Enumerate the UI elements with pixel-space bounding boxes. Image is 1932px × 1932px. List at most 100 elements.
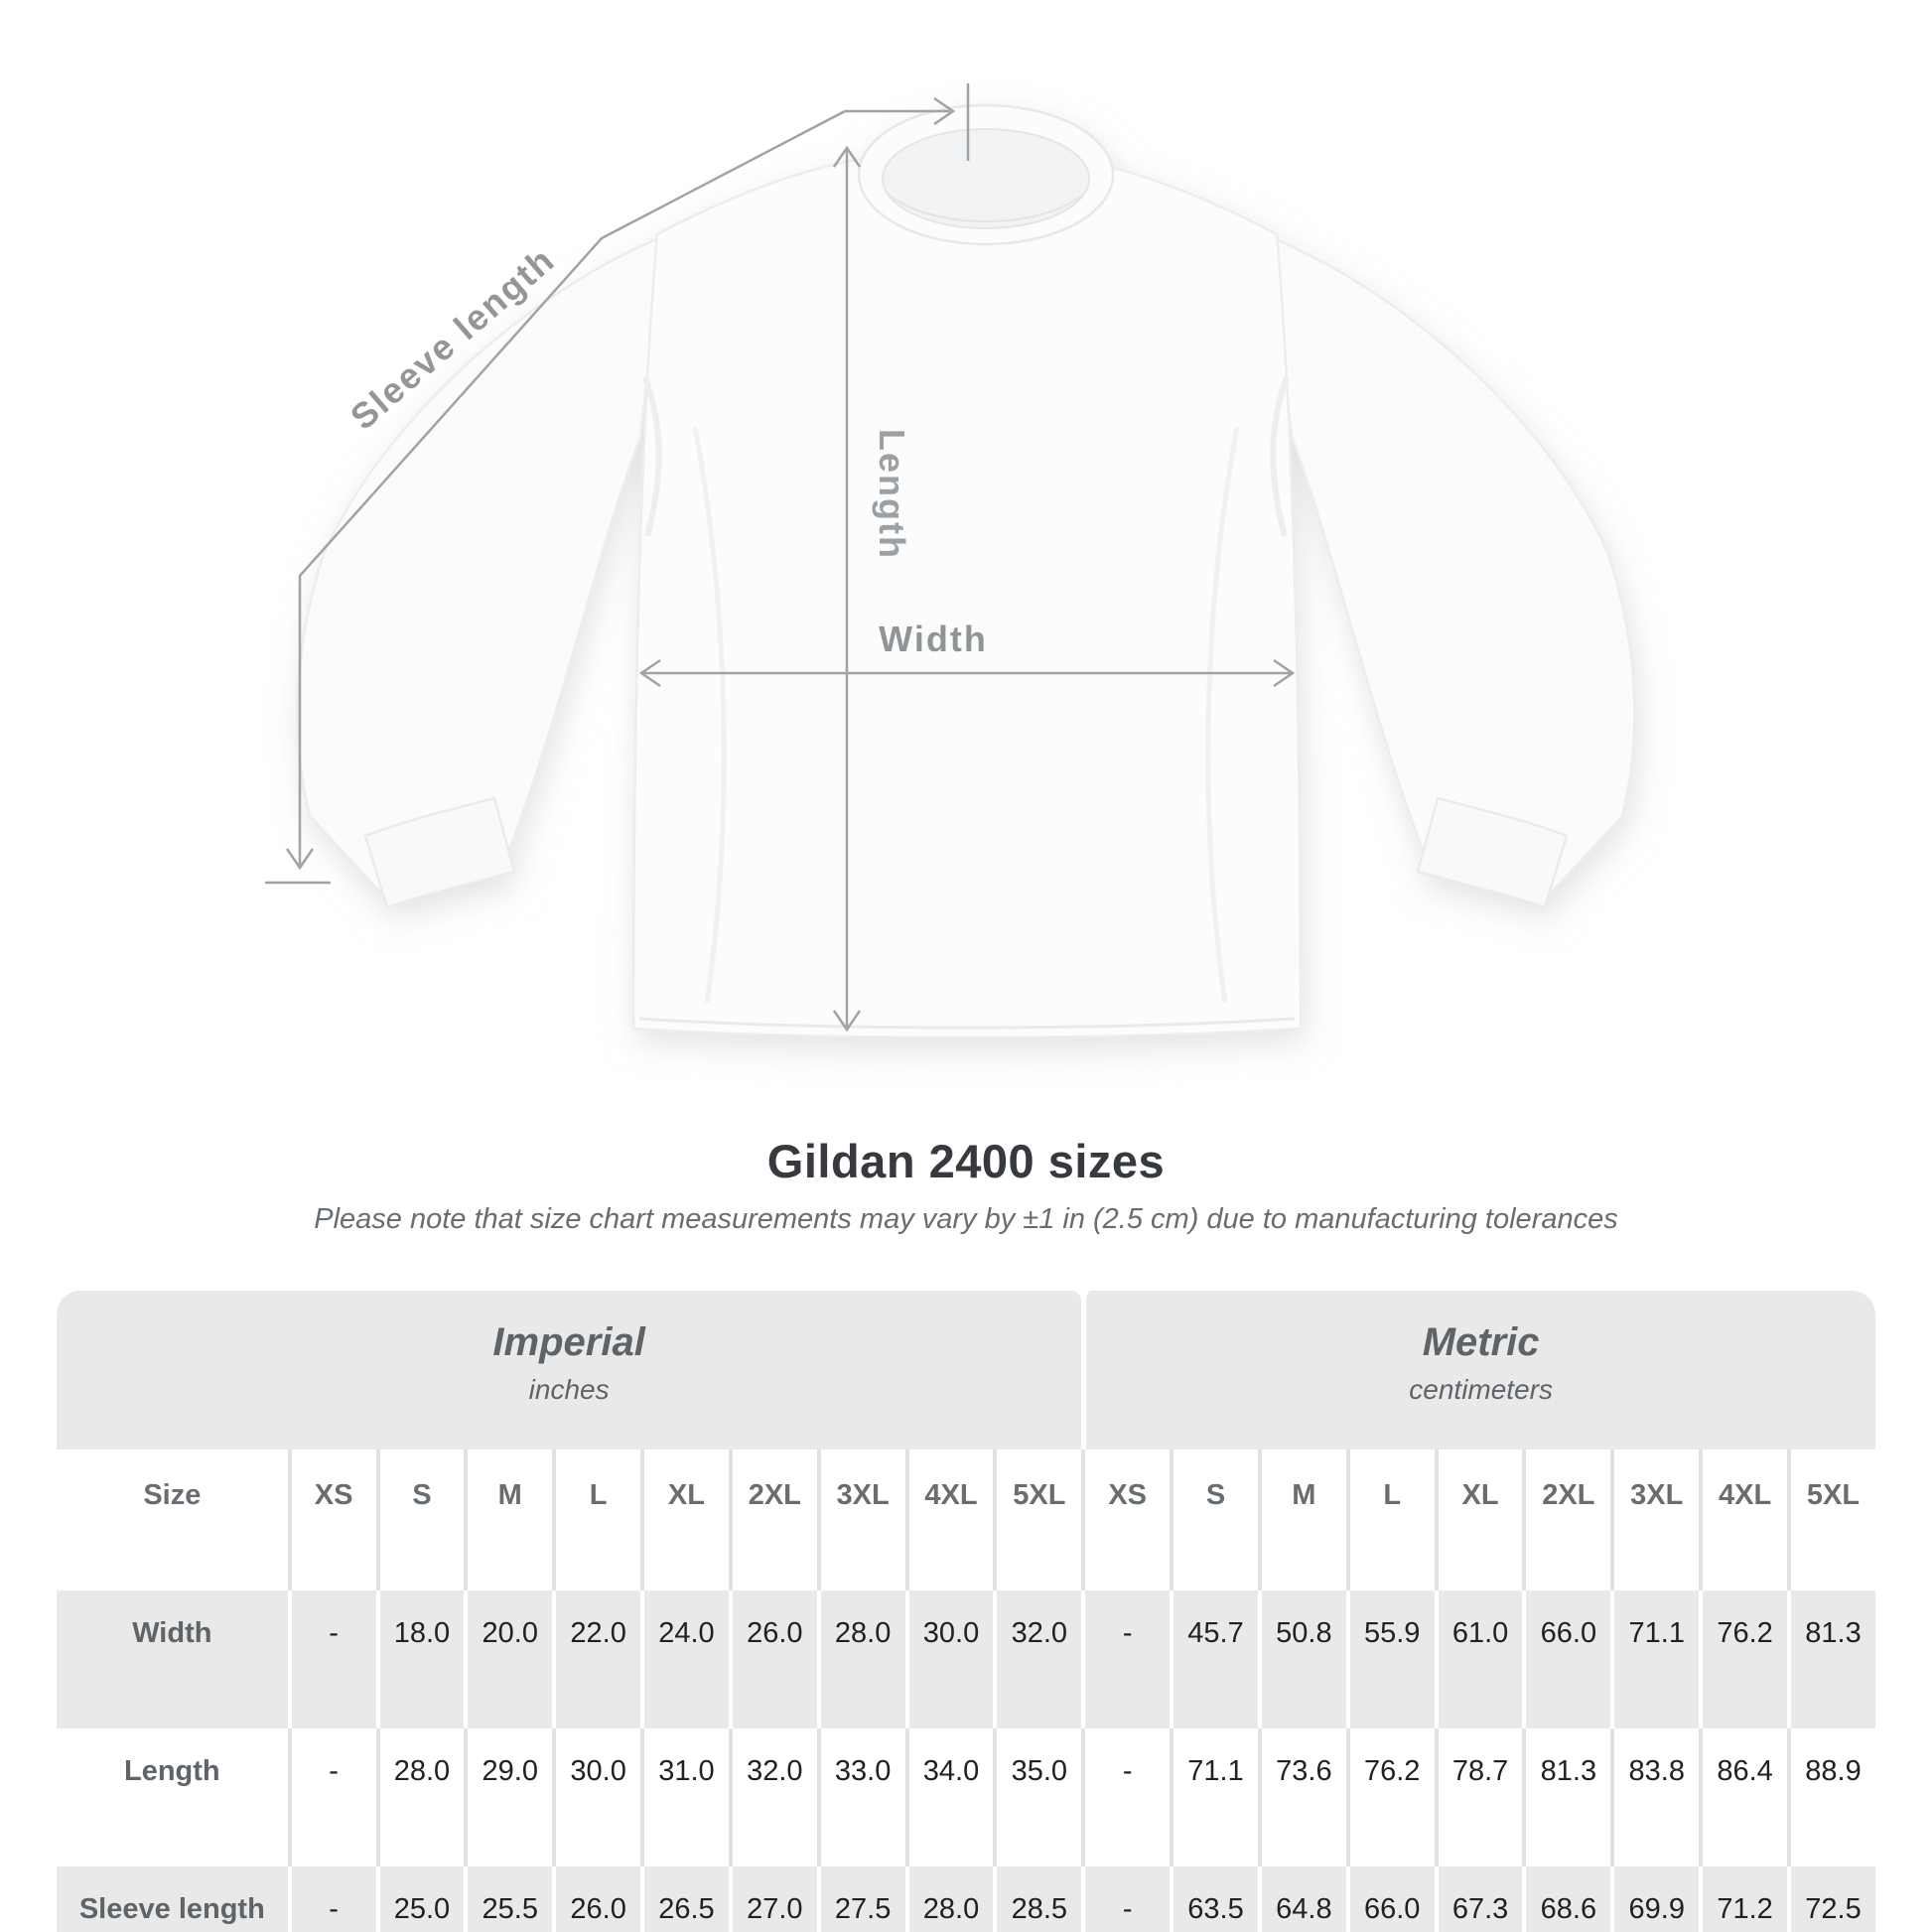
metric-group-header: Metric centimeters bbox=[1081, 1291, 1875, 1449]
size-col-header: 3XL bbox=[1610, 1449, 1700, 1590]
measurement-cell: 27.0 bbox=[728, 1866, 817, 1932]
measurement-cell: 25.0 bbox=[375, 1866, 465, 1932]
measurement-cell: 25.5 bbox=[464, 1866, 553, 1932]
fabric-crease bbox=[1205, 426, 1240, 1004]
measurement-cell: 27.5 bbox=[816, 1866, 905, 1932]
measurement-cell: - bbox=[1081, 1728, 1171, 1866]
collar-seam bbox=[888, 194, 1084, 222]
imperial-group-unit: inches bbox=[528, 1374, 610, 1405]
row-header: Length bbox=[57, 1728, 288, 1866]
armpit-shadow bbox=[642, 375, 662, 537]
measurement-cell: - bbox=[287, 1866, 376, 1932]
size-col-header: M bbox=[464, 1449, 553, 1590]
measurement-cell: 32.0 bbox=[993, 1590, 1082, 1728]
measurement-cell: 29.0 bbox=[464, 1728, 553, 1866]
shirt-measurement-diagram: Sleeve length Length Width bbox=[265, 83, 1636, 1039]
shirt-graphic bbox=[296, 103, 1636, 1039]
measurement-cell: - bbox=[1081, 1866, 1171, 1932]
arrowhead-right-icon bbox=[933, 96, 956, 126]
measurement-cell: 24.0 bbox=[640, 1590, 729, 1728]
corner-size-label: Size bbox=[57, 1449, 288, 1590]
measurement-cell: 28.0 bbox=[904, 1866, 994, 1932]
size-col-header: XS bbox=[287, 1449, 376, 1590]
measurement-annotations bbox=[265, 83, 1296, 1033]
measurement-cell: 69.9 bbox=[1610, 1866, 1700, 1932]
shirt-collar-opening bbox=[882, 128, 1090, 229]
size-col-header: 5XL bbox=[993, 1449, 1082, 1590]
size-col-header: 3XL bbox=[816, 1449, 905, 1590]
measurement-cell: 26.0 bbox=[552, 1866, 641, 1932]
arrowhead-up-icon bbox=[832, 145, 862, 168]
shirt-left-sleeve bbox=[296, 234, 665, 901]
unit-group-row: Imperial inches Metric centimeters bbox=[57, 1291, 1875, 1449]
page-title: Gildan 2400 sizes bbox=[766, 1135, 1166, 1187]
measurement-cell: 26.0 bbox=[728, 1590, 817, 1728]
measurement-cell: 22.0 bbox=[552, 1590, 641, 1728]
width-label: Width bbox=[879, 619, 988, 659]
measurement-cell: 63.5 bbox=[1170, 1866, 1258, 1932]
size-col-header: XL bbox=[640, 1449, 729, 1590]
size-header-row: Size XS S M L XL 2XL 3XL 4XL 5XL XS S M … bbox=[57, 1449, 1875, 1590]
measurement-cell: 86.4 bbox=[1699, 1728, 1787, 1866]
measurement-cell: 76.2 bbox=[1699, 1590, 1787, 1728]
size-col-header: 2XL bbox=[1522, 1449, 1611, 1590]
measurement-cell: 72.5 bbox=[1787, 1866, 1875, 1932]
imperial-group-header: Imperial inches bbox=[57, 1291, 1082, 1449]
measurement-cell: 28.0 bbox=[375, 1728, 465, 1866]
size-col-header: 4XL bbox=[1699, 1449, 1787, 1590]
measurement-cell: 78.7 bbox=[1434, 1728, 1523, 1866]
sleeve-length-row: Sleeve length - 25.0 25.5 26.0 26.5 27.0… bbox=[57, 1866, 1875, 1932]
measurement-cell: 31.0 bbox=[640, 1728, 729, 1866]
metric-group-unit: centimeters bbox=[1409, 1374, 1553, 1405]
measurement-cell: 35.0 bbox=[993, 1728, 1082, 1866]
measurement-cell: 50.8 bbox=[1257, 1590, 1346, 1728]
measurement-cell: 64.8 bbox=[1257, 1866, 1346, 1932]
measurement-cell: - bbox=[287, 1590, 376, 1728]
measurement-cell: 55.9 bbox=[1345, 1590, 1435, 1728]
measurement-cell: 33.0 bbox=[816, 1728, 905, 1866]
measurement-cell: 81.3 bbox=[1522, 1728, 1611, 1866]
measurement-cell: 30.0 bbox=[904, 1590, 994, 1728]
size-col-header: 4XL bbox=[904, 1449, 994, 1590]
size-col-header: 5XL bbox=[1787, 1449, 1875, 1590]
measurement-cell: 61.0 bbox=[1434, 1590, 1523, 1728]
size-col-header: L bbox=[1345, 1449, 1435, 1590]
row-header: Sleeve length bbox=[57, 1866, 288, 1932]
measurement-cell: 67.3 bbox=[1434, 1866, 1523, 1932]
imperial-group-name: Imperial bbox=[492, 1320, 645, 1364]
size-col-header: S bbox=[375, 1449, 465, 1590]
size-col-header: L bbox=[552, 1449, 641, 1590]
width-row: Width - 18.0 20.0 22.0 24.0 26.0 28.0 30… bbox=[57, 1590, 1875, 1728]
measurement-cell: 76.2 bbox=[1345, 1728, 1435, 1866]
arrowhead-left-icon bbox=[638, 658, 661, 688]
measurement-cell: - bbox=[287, 1728, 376, 1866]
measurement-cell: 30.0 bbox=[552, 1728, 641, 1866]
measurement-cell: 45.7 bbox=[1170, 1590, 1258, 1728]
size-col-header: S bbox=[1170, 1449, 1258, 1590]
measurement-cell: - bbox=[1081, 1590, 1171, 1728]
measurement-cell: 68.6 bbox=[1522, 1866, 1611, 1932]
measurement-cell: 71.1 bbox=[1170, 1728, 1258, 1866]
size-col-header: M bbox=[1257, 1449, 1346, 1590]
size-chart-table-wrap: Imperial inches Metric centimeters Size … bbox=[57, 1291, 1875, 1932]
shirt-body bbox=[631, 135, 1303, 1039]
measurement-cell: 28.0 bbox=[816, 1590, 905, 1728]
length-row: Length - 28.0 29.0 30.0 31.0 32.0 33.0 3… bbox=[57, 1728, 1875, 1866]
measurement-cell: 32.0 bbox=[728, 1728, 817, 1866]
hem-line bbox=[638, 1017, 1296, 1030]
measurement-cell: 83.8 bbox=[1610, 1728, 1700, 1866]
measurement-cell: 20.0 bbox=[464, 1590, 553, 1728]
measurement-cell: 34.0 bbox=[904, 1728, 994, 1866]
measurement-cell: 66.0 bbox=[1345, 1866, 1435, 1932]
arrowhead-down-icon bbox=[285, 848, 315, 871]
measurement-cell: 88.9 bbox=[1787, 1728, 1875, 1866]
measurement-cell: 28.5 bbox=[993, 1866, 1082, 1932]
armpit-shadow bbox=[1270, 375, 1290, 537]
length-label: Length bbox=[872, 429, 912, 560]
measurement-cell: 66.0 bbox=[1522, 1590, 1611, 1728]
shirt-left-cuff bbox=[363, 796, 516, 909]
page-subtitle: Please note that size chart measurements… bbox=[314, 1203, 1618, 1235]
metric-group-name: Metric bbox=[1422, 1320, 1540, 1364]
measurement-cell: 81.3 bbox=[1787, 1590, 1875, 1728]
